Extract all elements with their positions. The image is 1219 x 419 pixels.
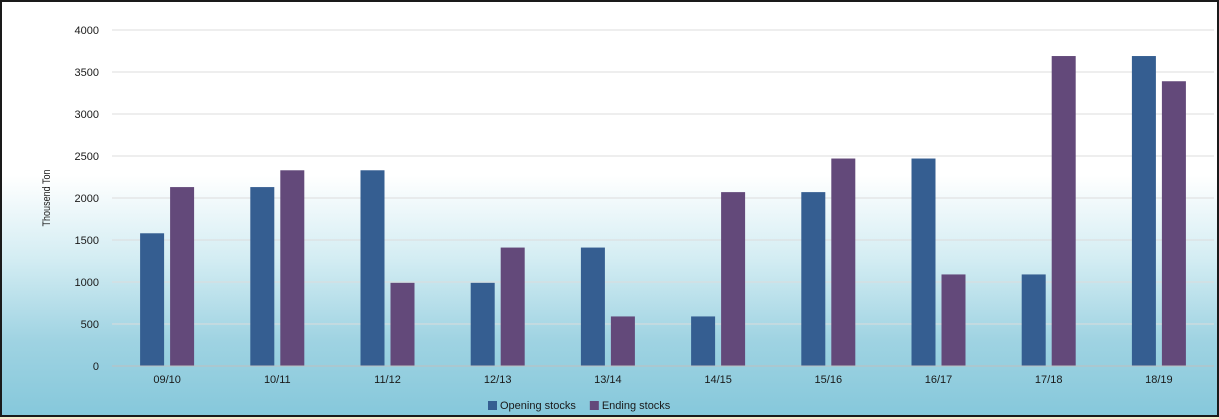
x-tick-label: 17/18: [1035, 374, 1063, 386]
legend-swatch-opening-stocks: [488, 401, 497, 410]
x-tick-label: 09/10: [153, 374, 181, 386]
y-tick-label: 3500: [75, 67, 99, 79]
bar-ending-stocks: [1051, 56, 1076, 366]
bar-ending-stocks: [831, 158, 856, 366]
y-axis-title: Thousend Ton: [41, 170, 53, 227]
x-tick-label: 15/16: [815, 374, 843, 386]
legend-swatch-ending-stocks: [589, 401, 599, 410]
bar-opening-stocks: [250, 187, 275, 366]
y-tick-label: 0: [93, 361, 99, 373]
bar-ending-stocks: [721, 192, 746, 366]
x-tick-label: 14/15: [704, 374, 732, 386]
y-tick-label: 1000: [75, 277, 99, 289]
bar-opening-stocks: [470, 282, 495, 366]
bar-ending-stocks: [500, 247, 525, 366]
y-tick-label: 2000: [75, 193, 99, 205]
y-tick-label: 2500: [75, 151, 99, 163]
x-axis-ticks: 09/10 10/11 11/12 12/13 13/14 14/15 15/16 16/17…: [153, 374, 1172, 386]
bar-ending-stocks: [170, 187, 195, 366]
bar-opening-stocks: [801, 192, 826, 366]
y-tick-label: 3000: [75, 109, 99, 121]
x-tick-label: 11/12: [374, 374, 401, 386]
bar-ending-stocks: [390, 282, 415, 366]
legend: Opening stocks Ending stocks: [488, 400, 671, 412]
x-tick-label: 18/19: [1145, 374, 1173, 386]
bar-opening-stocks: [1021, 274, 1046, 366]
y-axis-ticks: 0 500 1000 1500 2000 2500 3000 3500 4000: [75, 25, 99, 373]
bar-opening-stocks: [1131, 56, 1156, 366]
bar-opening-stocks: [911, 158, 936, 366]
bar-opening-stocks: [360, 170, 385, 366]
bar-opening-stocks: [140, 233, 165, 366]
y-tick-label: 500: [81, 319, 99, 331]
y-tick-label: 1500: [75, 235, 99, 247]
x-tick-label: 16/17: [925, 374, 953, 386]
bar-opening-stocks: [580, 247, 605, 366]
x-tick-label: 13/14: [594, 374, 622, 386]
bars: [140, 56, 1186, 367]
bar-ending-stocks: [1161, 81, 1186, 367]
x-tick-label: 12/13: [484, 374, 512, 386]
legend-label-ending-stocks: Ending stocks: [602, 400, 671, 412]
gridlines: [112, 29, 1214, 325]
bar-ending-stocks: [941, 274, 966, 366]
legend-label-opening-stocks: Opening stocks: [500, 400, 576, 412]
x-tick-label: 10/11: [264, 374, 291, 386]
y-tick-label: 4000: [75, 25, 99, 37]
bar-opening-stocks: [691, 316, 716, 366]
bar-ending-stocks: [610, 316, 635, 366]
bar-ending-stocks: [280, 170, 305, 366]
